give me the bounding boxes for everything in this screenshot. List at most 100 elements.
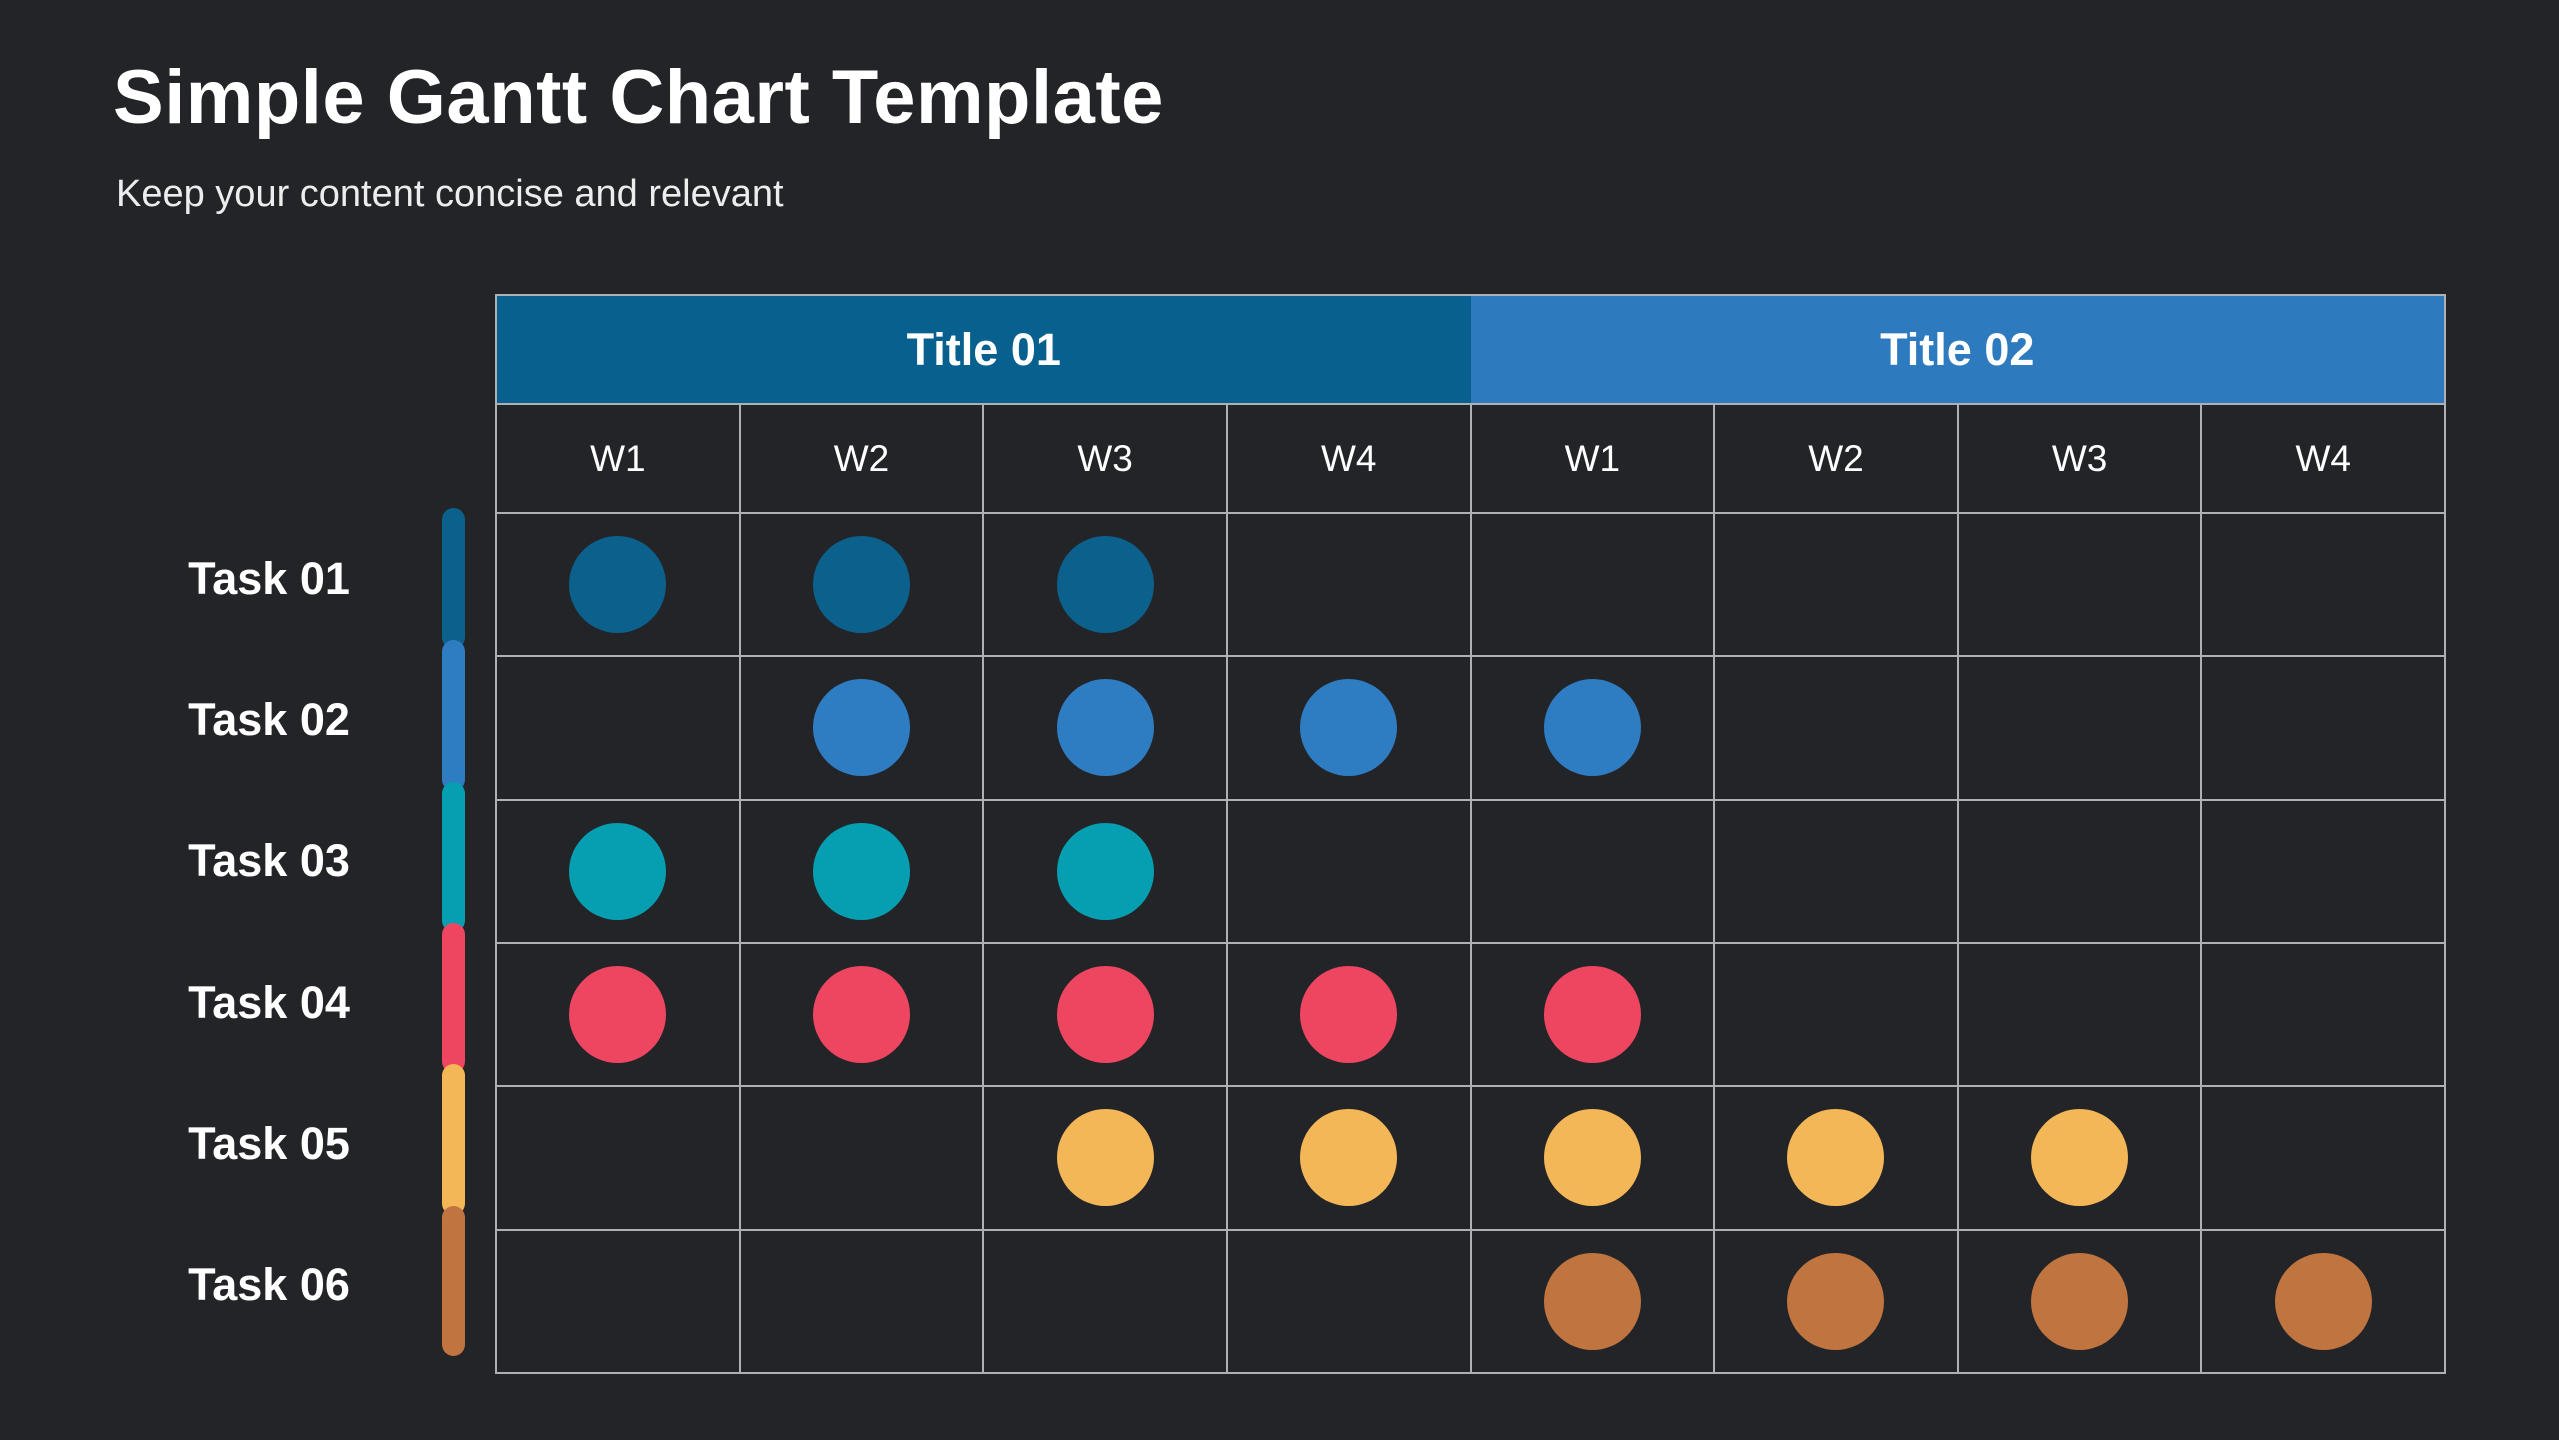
task-cell	[2200, 1087, 2444, 1229]
task-cell	[2200, 943, 2444, 1086]
task-label: Task 05	[188, 1117, 350, 1169]
task-dot	[1056, 536, 1154, 634]
task-cell	[982, 1087, 1226, 1229]
task-dot	[1300, 966, 1398, 1064]
task-dot	[569, 822, 667, 920]
task-cell	[738, 657, 983, 799]
task-cell	[982, 514, 1226, 656]
task-cell	[2200, 800, 2444, 942]
week-header-cell-2: W2	[738, 405, 983, 512]
task-cell	[1956, 800, 2201, 942]
task-cell	[2200, 657, 2444, 799]
task-dot	[2274, 1252, 2372, 1350]
task-label: Task 01	[188, 552, 350, 604]
task-cell	[1713, 800, 1957, 942]
task-row	[497, 1228, 2444, 1372]
task-row	[497, 655, 2444, 799]
task-label: Task 02	[188, 693, 350, 745]
task-row	[497, 1085, 2444, 1229]
task-cell	[1469, 657, 1714, 799]
task-cell	[1713, 1230, 1957, 1372]
task-dot	[1056, 966, 1154, 1064]
task-label: Task 06	[188, 1259, 350, 1311]
task-label-column: Task 01 Task 02 Task 03 Task 04 Task 05 Task …	[104, 508, 434, 1356]
task-cell	[1713, 1087, 1957, 1229]
page-subtitle: Keep your content concise and relevant	[116, 173, 784, 215]
task-row	[497, 941, 2444, 1086]
task-color-bar-segment	[442, 781, 465, 932]
task-dot	[2031, 1252, 2129, 1350]
task-dot	[1543, 1109, 1641, 1207]
task-color-bar-segment	[442, 1205, 465, 1356]
task-row	[497, 798, 2444, 942]
task-cell	[2200, 1230, 2444, 1372]
week-header-cell-5: W1	[1469, 405, 1714, 512]
task-cell	[497, 1087, 739, 1228]
task-cell	[497, 944, 739, 1085]
task-cell	[1956, 1087, 2201, 1229]
task-grid	[497, 512, 2444, 1372]
task-cell	[1713, 514, 1957, 656]
task-cell	[738, 943, 983, 1086]
task-label: Task 04	[188, 976, 350, 1028]
task-dot	[1300, 1109, 1398, 1207]
task-cell	[2200, 514, 2444, 656]
task-dot	[1543, 966, 1641, 1064]
task-cell	[1469, 514, 1714, 656]
task-cell	[1469, 800, 1714, 942]
task-cell	[738, 800, 983, 942]
gantt-table: Title 01 Title 02 W1 W2 W3 W4 W1 W2 W3 W4	[495, 294, 2446, 1374]
task-dot	[569, 966, 667, 1064]
task-row	[497, 512, 2444, 656]
task-cell	[1225, 1087, 1470, 1229]
task-dot	[812, 966, 910, 1064]
week-header-cell-7: W3	[1956, 405, 2201, 512]
task-cell	[1713, 943, 1957, 1086]
group-header-row: Title 01 Title 02	[497, 296, 2444, 403]
week-header-cell-3: W3	[982, 405, 1226, 512]
task-cell	[1225, 943, 1470, 1086]
task-dot	[2031, 1109, 2129, 1207]
task-cell	[982, 657, 1226, 799]
task-dot	[1543, 679, 1641, 777]
task-color-bar	[442, 508, 465, 1356]
task-cell	[1469, 1087, 1714, 1229]
task-cell	[1469, 1230, 1714, 1372]
task-cell	[1713, 657, 1957, 799]
task-dot	[1056, 822, 1154, 920]
task-cell	[1225, 514, 1470, 656]
task-dot	[569, 536, 667, 634]
task-dot	[1300, 679, 1398, 777]
task-dot	[1787, 1109, 1885, 1207]
task-label: Task 03	[188, 835, 350, 887]
week-header-cell-4: W4	[1225, 405, 1470, 512]
task-color-bar-segment	[442, 1064, 465, 1215]
task-cell	[497, 801, 739, 942]
group-header-cell-2: Title 02	[1470, 296, 2444, 403]
page-title: Simple Gantt Chart Template	[113, 55, 1164, 140]
task-cell	[1956, 943, 2201, 1086]
week-header-row: W1 W2 W3 W4 W1 W2 W3 W4	[497, 403, 2444, 512]
task-cell	[1225, 657, 1470, 799]
task-cell	[738, 514, 983, 656]
task-cell	[982, 800, 1226, 942]
task-color-bar-segment	[442, 508, 465, 650]
task-cell	[738, 1230, 983, 1372]
task-cell	[1956, 514, 2201, 656]
task-cell	[982, 1230, 1226, 1372]
group-header-cell-1: Title 01	[497, 296, 1471, 403]
week-header-cell-6: W2	[1713, 405, 1957, 512]
task-dot	[1056, 1109, 1154, 1207]
task-dot	[812, 822, 910, 920]
task-cell	[497, 1231, 739, 1372]
task-dot	[812, 536, 910, 634]
task-cell	[1225, 1230, 1470, 1372]
task-cell	[497, 514, 739, 655]
task-cell	[1225, 800, 1470, 942]
task-cell	[1956, 657, 2201, 799]
task-cell	[1956, 1230, 2201, 1372]
task-color-bar-segment	[442, 640, 465, 791]
task-cell	[738, 1087, 983, 1229]
task-dot	[1787, 1252, 1885, 1350]
